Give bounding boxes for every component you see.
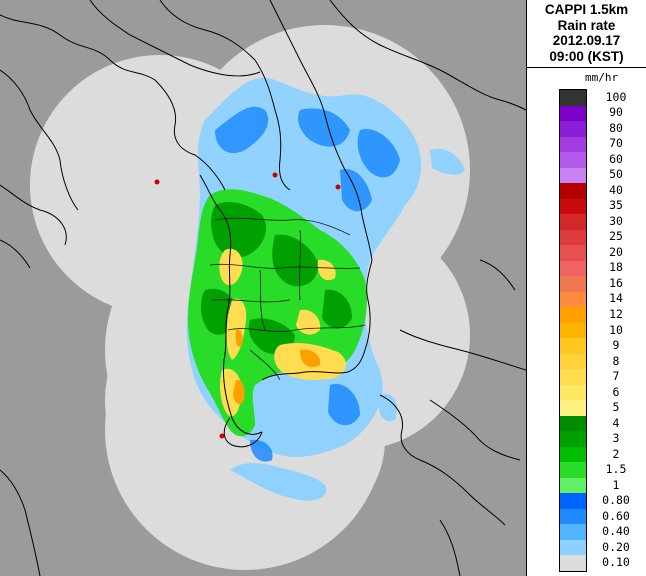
color-scale-label: 60	[609, 151, 623, 166]
color-swatch	[560, 431, 586, 448]
color-swatch	[560, 555, 586, 572]
color-scale-label: 30	[609, 213, 623, 228]
color-scale-label: 2	[612, 446, 620, 461]
color-scale-label: 40	[609, 182, 623, 197]
color-swatch	[560, 508, 586, 525]
radar-station-marker	[335, 184, 341, 190]
color-scale-label: 0.80	[602, 493, 630, 508]
color-scale-label: 0.20	[602, 539, 630, 554]
radar-map	[0, 0, 526, 576]
color-swatch	[560, 167, 586, 184]
color-swatch	[560, 229, 586, 246]
color-swatch	[560, 338, 586, 355]
color-swatch	[560, 90, 586, 107]
color-scale-label: 0.60	[602, 508, 630, 523]
rain-echo-very-heavy	[233, 329, 321, 405]
rain-echo-blue	[215, 106, 400, 462]
color-swatch	[560, 493, 586, 510]
radar-station-marker	[154, 179, 160, 185]
color-swatch	[560, 539, 586, 556]
color-scale-label: 12	[609, 306, 623, 321]
color-swatch	[560, 105, 586, 122]
color-scale-label: 9	[612, 338, 620, 353]
color-scale-label: 4	[612, 415, 620, 430]
color-swatch	[560, 369, 586, 386]
title-date: 2012.09.17	[552, 33, 621, 48]
radar-station-marker	[219, 433, 225, 439]
color-scale-label: 10	[609, 322, 623, 337]
color-swatch	[560, 446, 586, 463]
color-swatch	[560, 477, 586, 494]
color-swatch	[560, 136, 586, 153]
color-swatch	[560, 307, 586, 324]
color-scale-label: 20	[609, 244, 623, 259]
color-swatch	[560, 462, 586, 479]
radar-station-markers	[154, 172, 341, 439]
color-scale-label: 35	[609, 198, 623, 213]
color-scale-label: 0.10	[602, 555, 630, 570]
color-scale-label: 1	[612, 477, 620, 492]
color-scale-label: 18	[609, 260, 623, 275]
color-scale-label: 25	[609, 229, 623, 244]
color-swatch	[560, 152, 586, 169]
map-title: CAPPI 1.5km Rain rate 2012.09.17 09:00 (…	[527, 0, 646, 68]
color-scale-label: 3	[612, 431, 620, 446]
color-swatch	[560, 322, 586, 339]
color-swatch	[560, 276, 586, 293]
color-scale-label: 8	[612, 353, 620, 368]
admin-boundaries	[209, 217, 366, 381]
color-swatch	[560, 183, 586, 200]
title-time: 09:00 (KST)	[549, 48, 624, 64]
color-swatch	[560, 400, 586, 417]
color-scale-label: 5	[612, 400, 620, 415]
color-scale-label: 1.5	[605, 462, 627, 477]
color-swatch	[560, 260, 586, 277]
color-scale-label: 90	[609, 105, 623, 120]
color-swatch	[560, 198, 586, 215]
color-scale-bar	[559, 89, 587, 572]
color-scale-label: 14	[609, 291, 623, 306]
color-scale-label: 7	[612, 369, 620, 384]
color-swatch	[560, 353, 586, 370]
color-scale-label: 70	[609, 136, 623, 151]
radar-map-svg	[0, 0, 526, 576]
title-variable: Rain rate	[557, 17, 616, 33]
color-swatch	[560, 245, 586, 262]
color-swatch	[560, 121, 586, 138]
color-scale-label: 100	[605, 89, 627, 104]
color-scale-label: 6	[612, 384, 620, 399]
color-scale-label: 16	[609, 275, 623, 290]
color-swatch	[560, 214, 586, 231]
color-swatch	[560, 415, 586, 432]
coastlines	[0, 0, 526, 576]
color-swatch	[560, 291, 586, 308]
color-swatch	[560, 524, 586, 541]
radar-station-marker	[272, 172, 278, 178]
legend-panel: CAPPI 1.5km Rain rate 2012.09.17 09:00 (…	[526, 0, 646, 576]
color-scale-label: 0.40	[602, 524, 630, 539]
title-product: CAPPI 1.5km	[544, 2, 629, 17]
legend-unit: mm/hr	[585, 71, 619, 84]
color-scale-label: 50	[609, 167, 623, 182]
color-swatch	[560, 384, 586, 401]
color-scale-label: 80	[609, 120, 623, 135]
